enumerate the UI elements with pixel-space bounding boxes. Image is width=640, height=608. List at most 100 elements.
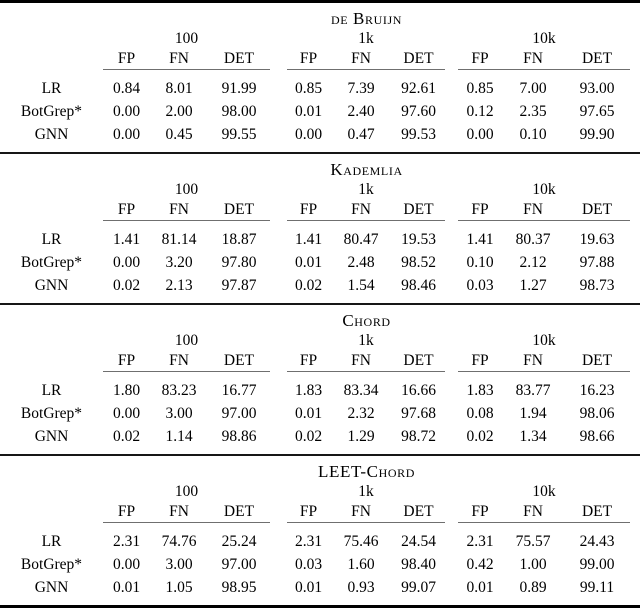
metric-value: 0.89 [519,579,547,596]
metric-value: 24.54 [401,533,436,550]
row-label: GNN [34,277,69,294]
section-title-row: Kademlia [0,154,630,180]
spacer-cell [445,502,458,523]
metric-value: 98.46 [401,277,436,294]
section-title-row: LEET-Chord [0,456,630,482]
metric-value: 91.99 [221,80,257,97]
metric-value: 99.07 [401,579,436,596]
col-header-det: DET [392,200,445,221]
group-label-10k: 10k [532,332,556,349]
metric-value: 98.72 [401,428,436,445]
section-title: Chord [342,311,391,330]
metric-value: 2.31 [294,533,323,550]
column-header-row: FP FN DET FP FN DET FP FN DET [0,502,631,523]
col-header-fp: FP [458,200,502,221]
metric-value: 1.34 [519,428,547,445]
spacer-cell [270,553,287,576]
metric-value: 19.53 [401,231,436,248]
spacer-cell [270,351,287,372]
metric-value: 0.01 [294,579,323,596]
spacer-cell [270,251,287,274]
metric-value: 1.80 [112,382,141,399]
col-header-det: DET [564,200,631,221]
metric-value: 0.85 [466,80,494,97]
metric-value: 97.87 [221,277,257,294]
col-header-fp: FP [458,49,502,70]
group-label-10k: 10k [532,181,556,198]
row-label: BotGrep* [20,103,83,120]
metric-value: 1.83 [294,382,323,399]
metric-value: 97.88 [579,254,615,271]
metric-value: 97.00 [221,556,257,573]
group-label-100: 100 [174,181,199,198]
metric-value: 0.47 [347,126,375,143]
metric-value: 98.40 [401,556,436,573]
section-title-row: de Bruijn [0,3,630,29]
group-label-100: 100 [174,483,199,500]
col-header-fp: FP [458,351,502,372]
spacer-cell [0,456,103,482]
section-title: de Bruijn [331,9,402,28]
table-section-chord: Chord 100 1k 10k FP FN DET FP FN DET FP FN DET LR 1… [0,305,631,448]
table-row: GNN 0.00 0.45 99.55 0.00 0.47 99.53 0.00 0.10 99.… [0,123,630,146]
spacer-cell [270,274,287,297]
metric-value: 0.01 [294,254,323,271]
col-header-fp: FP [287,502,330,523]
metric-value: 0.12 [466,103,494,120]
metric-value: 2.31 [112,533,141,550]
group-label-10k: 10k [532,30,556,47]
metric-value: 92.61 [401,80,436,97]
metric-value: 0.01 [294,405,323,422]
row-label: GNN [34,428,69,445]
section-title-row: Chord [0,305,630,331]
row-label: LR [41,80,62,97]
metric-value: 2.12 [519,254,547,271]
spacer-cell [445,251,458,274]
metric-value: 1.00 [519,556,547,573]
metric-value: 98.86 [221,428,257,445]
section-title: Kademlia [330,160,403,179]
metric-value: 1.14 [165,428,193,445]
spacer-cell [445,123,458,146]
metric-value: 1.29 [347,428,375,445]
metric-value: 97.00 [221,405,257,422]
metric-value: 97.60 [401,103,436,120]
metric-value: 0.00 [112,405,141,422]
spacer-cell [0,305,103,331]
metric-value: 0.02 [294,277,323,294]
metric-value: 0.42 [466,556,494,573]
metric-value: 3.00 [165,556,193,573]
metric-value: 97.68 [401,405,436,422]
row-label: BotGrep* [20,556,83,573]
metric-value: 0.00 [466,126,494,143]
metric-value: 8.01 [165,80,193,97]
column-header-row: FP FN DET FP FN DET FP FN DET [0,49,631,70]
spacer-cell [0,482,103,502]
metric-value: 0.03 [294,556,323,573]
col-header-fn: FN [330,200,392,221]
spacer-cell [445,425,458,448]
metric-value: 99.90 [579,126,615,143]
table-row: BotGrep* 0.00 3.20 97.80 0.01 2.48 98.52 0.10 2.… [0,251,630,274]
metric-value: 97.65 [579,103,615,120]
metric-value: 0.08 [466,405,494,422]
col-header-fp: FP [458,502,502,523]
metric-value: 81.14 [161,231,197,248]
spacer-cell [445,180,458,200]
col-header-fn: FN [150,351,208,372]
metric-value: 80.37 [515,231,551,248]
row-label: LR [41,382,62,399]
spacer-cell [445,372,458,403]
col-header-fn: FN [150,49,208,70]
metric-value: 0.02 [112,428,141,445]
metric-value: 99.00 [579,556,615,573]
section-divider [0,152,640,154]
group-label-row: 100 1k 10k [0,331,630,351]
spacer-cell [0,502,103,523]
col-header-fn: FN [502,502,564,523]
spacer-cell [445,29,458,49]
top-rule [0,0,640,3]
spacer-cell [270,372,287,403]
col-header-det: DET [208,49,270,70]
col-header-det: DET [208,200,270,221]
